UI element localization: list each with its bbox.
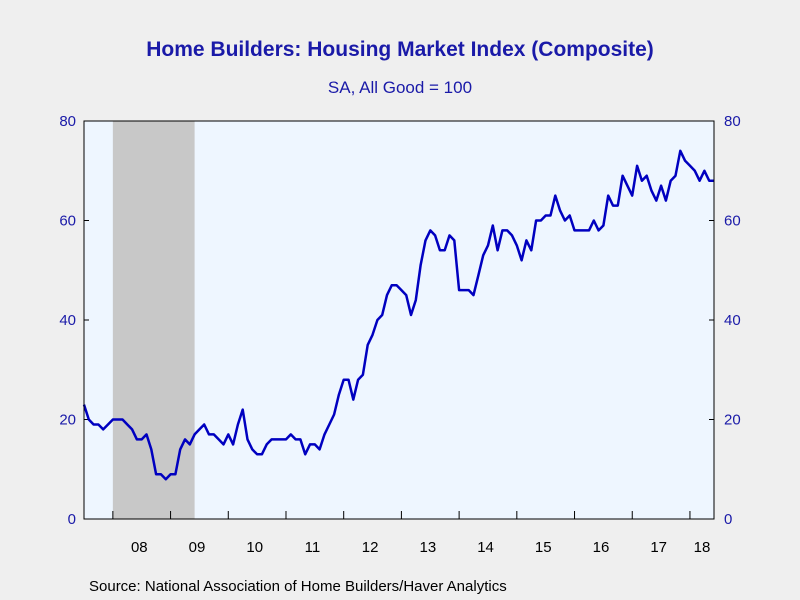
x-tick-label: 16 — [593, 539, 610, 556]
chart-title: Home Builders: Housing Market Index (Com… — [146, 38, 654, 61]
y-tick-label-right: 20 — [724, 412, 741, 429]
y-tick-label-right: 60 — [724, 213, 741, 230]
y-tick-label-left: 60 — [59, 213, 76, 230]
plot-frame — [83, 120, 715, 520]
x-tick-label: 18 — [694, 539, 711, 556]
source-note: Source: National Association of Home Bui… — [89, 578, 507, 595]
series-line — [82, 149, 714, 481]
x-tick-label: 10 — [246, 539, 263, 556]
recession-shading — [112, 121, 195, 519]
x-tick-label: 08 — [131, 539, 148, 556]
y-tick-label-left: 0 — [68, 511, 76, 528]
y-tick-label-right: 40 — [724, 312, 741, 329]
y-tick-label-left: 20 — [59, 412, 76, 429]
x-tick-label: 09 — [189, 539, 206, 556]
x-tick-label: 13 — [420, 539, 437, 556]
x-tick-label: 14 — [477, 539, 494, 556]
y-tick-label-right: 80 — [724, 113, 741, 130]
x-tick-label: 12 — [362, 539, 379, 556]
y-tick-label-left: 40 — [59, 312, 76, 329]
x-tick-label: 15 — [535, 539, 552, 556]
y-tick-label-left: 80 — [59, 113, 76, 130]
x-tick-label: 17 — [650, 539, 667, 556]
chart-subtitle: SA, All Good = 100 — [327, 78, 473, 97]
x-tick-label: 11 — [305, 539, 321, 556]
axis-labels: 0 0 20 20 40 40 60 60 80 80 08 09 10 11 12 13 14 15 16 17 18 — [59, 113, 740, 556]
y-tick-label-right: 0 — [724, 511, 732, 528]
